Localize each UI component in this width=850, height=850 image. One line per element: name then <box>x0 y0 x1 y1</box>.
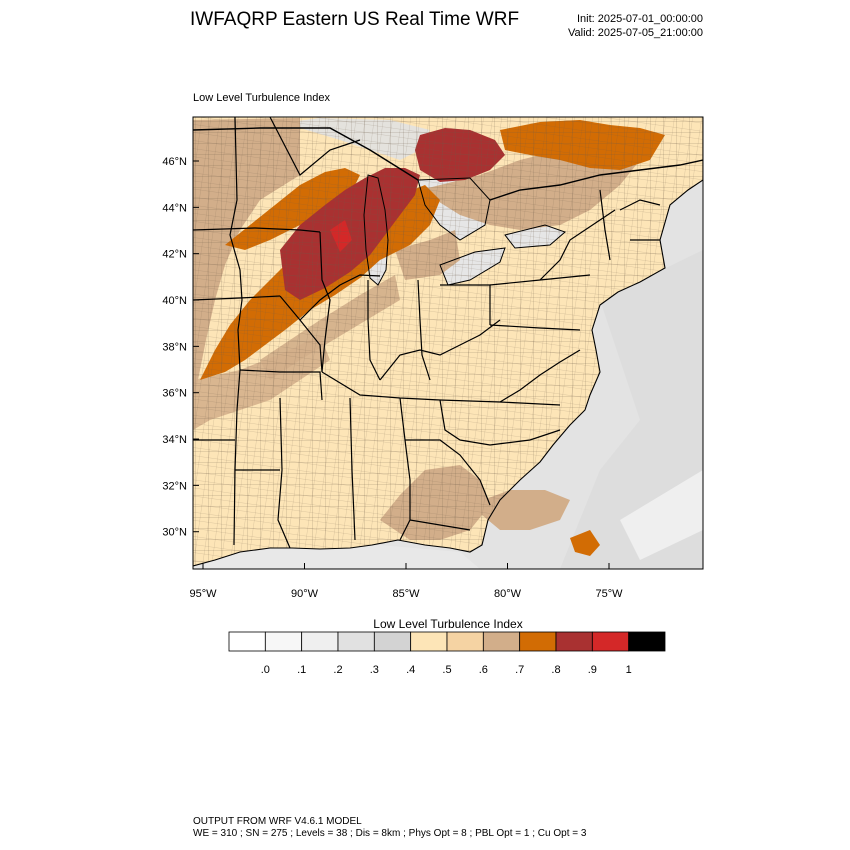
colorbar-swatch <box>337 631 375 652</box>
country-border <box>193 127 703 201</box>
colorbar-swatch <box>446 631 484 652</box>
colorbar-label: .3 <box>370 664 379 676</box>
lat-tick-label: 44°N <box>162 202 187 214</box>
lon-tick-label: 75°W <box>595 588 623 600</box>
longitude-axis: 95°W 90°W 85°W 80°W 75°W <box>189 563 623 600</box>
colorbar-swatch <box>519 631 557 652</box>
colorbar-swatch <box>555 631 593 652</box>
colorbar: .0 .1 .2 .3 .4 .5 .6 .7 .8 .9 1 <box>228 631 666 676</box>
lat-tick-label: 34°N <box>162 434 187 446</box>
lat-tick-label: 32°N <box>162 480 187 492</box>
field-orange-spot <box>570 530 600 556</box>
lat-tick-label: 46°N <box>162 156 187 168</box>
lat-tick-label: 30°N <box>162 527 187 539</box>
lon-tick-label: 85°W <box>392 588 420 600</box>
lat-tick-label: 38°N <box>162 341 187 353</box>
map-plot-area <box>193 117 703 569</box>
colorbar-swatch <box>301 631 339 652</box>
colorbar-swatch <box>373 631 412 652</box>
lat-tick-label: 42°N <box>162 249 187 261</box>
colorbar-label: 1 <box>626 664 632 676</box>
colorbar-label: .6 <box>479 664 488 676</box>
lat-tick-label: 40°N <box>162 295 187 307</box>
atlantic-shade <box>560 250 703 569</box>
colorbar-label: .7 <box>515 664 524 676</box>
colorbar-label: .2 <box>333 664 342 676</box>
plot-frame <box>192 116 704 570</box>
colorbar-label: .5 <box>442 664 451 676</box>
colorbar-swatch <box>228 631 266 652</box>
page-title: IWFAQRP Eastern US Real Time WRF <box>190 9 520 30</box>
latitude-axis: 46°N 44°N 42°N 40°N 38°N 36°N 34°N 32°N 30°N <box>162 156 199 539</box>
panel-subtitle: Low Level Turbulence Index <box>193 92 330 104</box>
init-time: Init: 2025-07-01_00:00:00 <box>577 13 703 25</box>
colorbar-title: Low Level Turbulence Index <box>373 617 523 631</box>
footer-config: WE = 310 ; SN = 275 ; Levels = 38 ; Dis … <box>193 828 587 839</box>
atlantic-light <box>620 470 703 560</box>
valid-time: Valid: 2025-07-05_21:00:00 <box>568 27 703 39</box>
colorbar-label: .1 <box>297 664 306 676</box>
colorbar-swatch <box>410 631 448 652</box>
state-borders <box>193 117 661 549</box>
lon-tick-label: 95°W <box>189 588 217 600</box>
colorbar-label: .4 <box>406 664 415 676</box>
lat-tick-label: 36°N <box>162 388 187 400</box>
footer-model: OUTPUT FROM WRF V4.6.1 MODEL <box>193 816 362 827</box>
colorbar-swatch <box>591 631 630 652</box>
colorbar-label: .0 <box>261 664 270 676</box>
colorbar-swatch <box>482 631 521 652</box>
colorbar-swatch <box>628 631 666 652</box>
colorbar-label: .8 <box>551 664 560 676</box>
lon-tick-label: 90°W <box>291 588 319 600</box>
county-lines-secondary <box>193 117 703 566</box>
coastline <box>193 179 703 567</box>
lon-tick-label: 80°W <box>494 588 522 600</box>
colorbar-label: .9 <box>588 664 597 676</box>
colorbar-swatch <box>264 631 303 652</box>
